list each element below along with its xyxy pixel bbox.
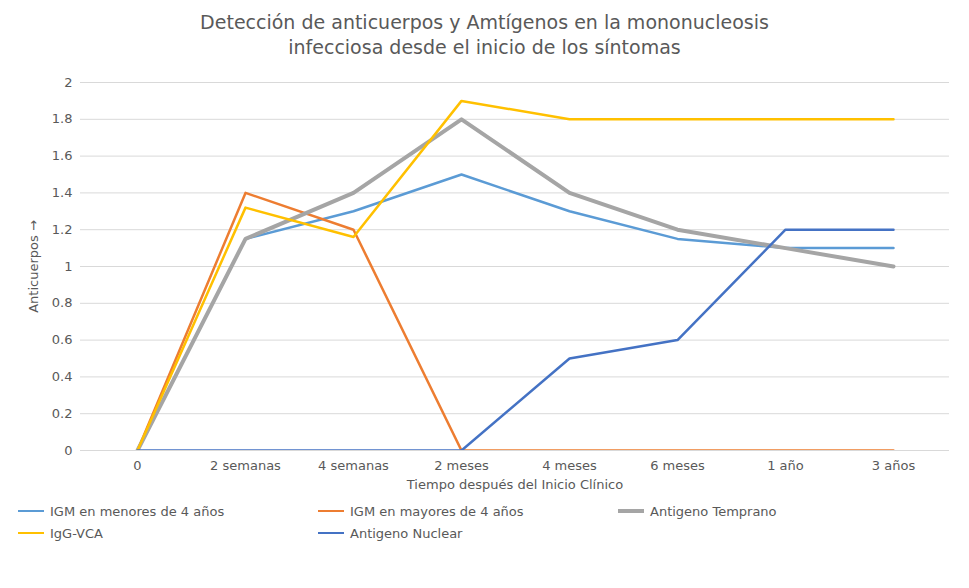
svg-text:Anticuerpos →: Anticuerpos → [26, 220, 41, 313]
svg-text:Tiempo después del Inicio Clín: Tiempo después del Inicio Clínico [406, 477, 623, 492]
svg-text:0: 0 [133, 458, 141, 473]
html-text:Detección de anticuerpos y Amt: Detección de anticuerpos y Amtígenos en … [200, 11, 769, 33]
html-text:IgG-VCA: IgG-VCA [50, 525, 103, 541]
svg-text:6 meses: 6 meses [650, 458, 705, 473]
svg-text:2: 2 [64, 75, 72, 90]
html-text:IGM en mayores de 4 años: IGM en mayores de 4 años [350, 503, 524, 519]
svg-text:4 semanas: 4 semanas [318, 458, 389, 473]
svg-text:0.6: 0.6 [52, 332, 73, 347]
svg-text:1.6: 1.6 [52, 148, 73, 163]
svg-text:0.4: 0.4 [52, 369, 73, 384]
svg-text:0: 0 [64, 443, 72, 458]
html-text:Antigeno Temprano: Antigeno Temprano [650, 503, 777, 519]
html-text:IGM en menores de 4 años: IGM en menores de 4 años [50, 503, 225, 519]
svg-text:1.4: 1.4 [52, 185, 73, 200]
html-text:infecciosa desde el inicio de: infecciosa desde el inicio de los síntom… [288, 36, 681, 58]
svg-text:2 semanas: 2 semanas [210, 458, 281, 473]
svg-text:4 meses: 4 meses [542, 458, 597, 473]
svg-text:2 meses: 2 meses [434, 458, 489, 473]
html-text:Antigeno Nuclear: Antigeno Nuclear [350, 525, 463, 541]
svg-text:0.2: 0.2 [52, 406, 73, 421]
svg-text:1.8: 1.8 [52, 111, 73, 126]
svg-text:3 años: 3 años [872, 458, 916, 473]
svg-text:1 año: 1 año [767, 458, 804, 473]
svg-text:1: 1 [64, 259, 72, 274]
svg-text:0.8: 0.8 [52, 295, 73, 310]
svg-text:1.2: 1.2 [52, 222, 73, 237]
